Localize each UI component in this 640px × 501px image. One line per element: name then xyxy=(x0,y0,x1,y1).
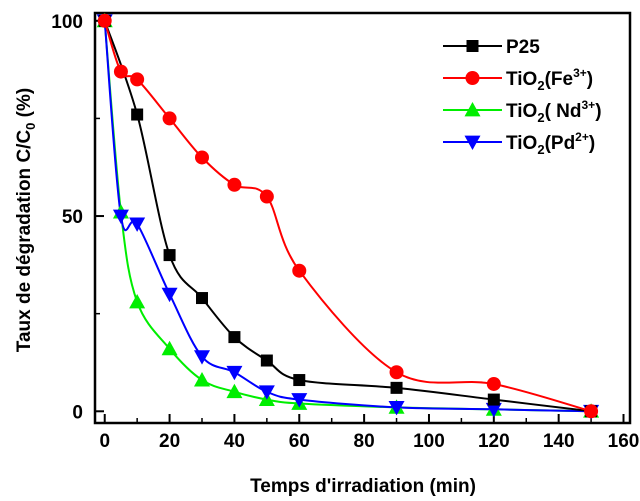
data-point xyxy=(113,64,128,79)
data-point xyxy=(258,385,275,400)
data-point xyxy=(487,393,500,406)
legend-label-subscript: 2 xyxy=(537,78,544,93)
legend-label: TiO2( Nd3+) xyxy=(506,98,602,125)
x-tick-label: 60 xyxy=(289,431,310,452)
legend-label-superscript: 3+ xyxy=(582,98,596,112)
legend-label-end: ) xyxy=(589,133,595,154)
data-point xyxy=(163,249,176,262)
data-point xyxy=(226,383,243,399)
data-point xyxy=(194,372,210,387)
legend-label-base: TiO xyxy=(506,69,537,90)
legend-label: P25 xyxy=(506,37,540,58)
data-point xyxy=(228,331,241,344)
data-point xyxy=(129,293,146,309)
data-point xyxy=(130,72,145,87)
legend-label-superscript: 3+ xyxy=(573,66,587,80)
y-axis-title-subscript: 0 xyxy=(23,123,38,130)
data-point xyxy=(97,13,112,28)
data-point xyxy=(195,150,209,165)
data-point xyxy=(486,376,501,391)
data-point xyxy=(196,292,208,305)
data-point xyxy=(161,287,178,303)
legend-label-base: TiO xyxy=(506,101,537,122)
legend-label-text: (Fe xyxy=(545,69,574,90)
x-tick-label: 40 xyxy=(224,431,245,452)
legend-label-text: ( Nd xyxy=(545,101,582,122)
data-point xyxy=(293,374,306,387)
y-axis-title-main: Taux de dégradation C/C xyxy=(14,130,35,353)
data-point xyxy=(389,365,404,380)
legend-marker xyxy=(466,40,479,52)
data-point xyxy=(291,393,308,408)
data-point xyxy=(390,381,403,394)
x-tick-label: 140 xyxy=(543,431,575,452)
legend-label-base: TiO xyxy=(506,133,537,154)
x-tick-label: 100 xyxy=(413,431,445,452)
legend-label: TiO2(Pd2+) xyxy=(506,130,595,157)
y-axis-title-unit: (%) xyxy=(14,88,35,123)
legend-label-text: (Pd xyxy=(545,133,576,154)
plot-frame xyxy=(93,11,632,425)
legend-label-subscript: 2 xyxy=(537,142,544,157)
legend-label-superscript: 2+ xyxy=(575,130,589,144)
data-point xyxy=(226,365,243,381)
data-point xyxy=(161,340,178,356)
legend-label-end: ) xyxy=(595,101,601,122)
data-point xyxy=(259,189,274,204)
legend-marker xyxy=(465,71,480,85)
y-tick-label: 0 xyxy=(72,402,83,423)
series-markers xyxy=(96,12,600,420)
data-point xyxy=(129,217,146,232)
data-point xyxy=(292,263,307,278)
x-tick-label: 0 xyxy=(99,431,110,452)
legend-marker xyxy=(464,135,481,150)
data-point xyxy=(131,108,144,121)
data-point xyxy=(485,402,502,418)
legend-label: TiO2(Fe3+) xyxy=(506,66,593,93)
legend-marker xyxy=(464,102,481,117)
series-line xyxy=(103,20,592,413)
x-tick-label: 160 xyxy=(608,431,640,452)
x-tick-label: 120 xyxy=(478,431,510,452)
data-point xyxy=(260,354,273,367)
legend-label-subscript: 2 xyxy=(537,110,544,125)
data-point xyxy=(388,400,405,416)
data-point xyxy=(194,350,210,365)
legend-label-base: P25 xyxy=(506,37,540,58)
data-point xyxy=(227,177,242,192)
y-tick-label: 50 xyxy=(62,207,83,228)
data-point xyxy=(112,209,129,225)
x-tick-label: 80 xyxy=(354,431,375,452)
data-point xyxy=(584,404,599,419)
y-tick-label: 100 xyxy=(51,12,83,33)
x-axis-title: Temps d'irradiation (min) xyxy=(250,476,476,497)
data-point xyxy=(162,111,177,126)
y-axis-title: Taux de dégradation C/C0 (%) xyxy=(14,88,38,352)
legend-label-end: ) xyxy=(587,69,593,90)
x-tick-label: 20 xyxy=(159,431,180,452)
